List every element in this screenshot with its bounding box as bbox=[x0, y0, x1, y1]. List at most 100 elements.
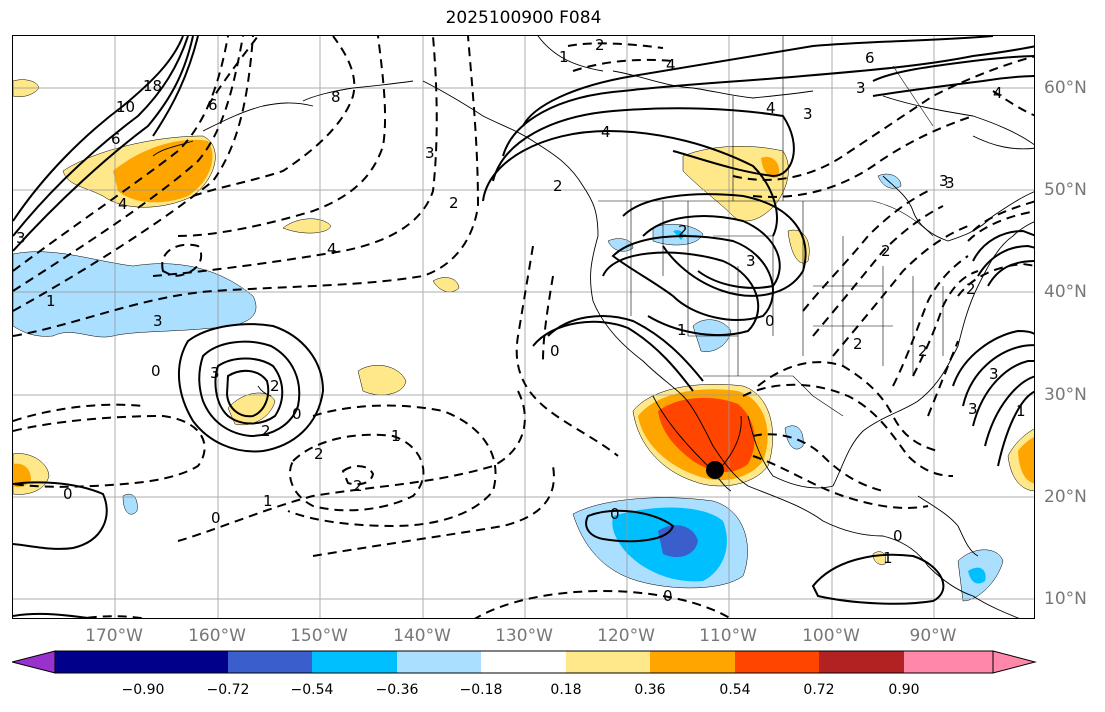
contour-label: 0 bbox=[550, 342, 560, 360]
contour-label: 3 bbox=[425, 144, 435, 162]
contour-label: 1 bbox=[46, 292, 56, 310]
contour-label: 3 bbox=[210, 364, 220, 382]
contour-label: 0 bbox=[663, 587, 673, 605]
lat-label: 10°N bbox=[1044, 589, 1087, 609]
map-canvas: 2 1 2 6 4 3 4 3 4 3 4 6 10 18 6 8 3 2 4 … bbox=[13, 36, 1034, 618]
anomaly-shading bbox=[13, 79, 1034, 602]
contour-label: 0 bbox=[151, 362, 161, 380]
contour-label: 2 bbox=[261, 422, 271, 440]
negative-contours bbox=[13, 36, 1034, 618]
contour-label: 0 bbox=[63, 485, 73, 503]
contour-label: 4 bbox=[993, 84, 1003, 102]
colorbar-segment bbox=[55, 651, 143, 673]
positive-anomaly-region bbox=[432, 277, 460, 293]
lon-label: 130°W bbox=[495, 626, 553, 646]
colorbar-tick: 0.54 bbox=[719, 682, 751, 698]
lat-label: 30°N bbox=[1044, 385, 1087, 405]
contour-label: 2 bbox=[966, 280, 976, 298]
positive-anomaly-region bbox=[357, 365, 407, 396]
positive-anomaly-region bbox=[113, 139, 213, 203]
lon-label: 160°W bbox=[188, 626, 246, 646]
contour-label: 4 bbox=[327, 240, 337, 258]
contour-label: 1 bbox=[263, 492, 273, 510]
colorbar-tick: −0.36 bbox=[375, 682, 419, 698]
contour-label: 3 bbox=[968, 400, 978, 418]
colorbar-segment bbox=[481, 651, 566, 673]
contour-label: 2 bbox=[678, 222, 688, 240]
contour-label: 1 bbox=[883, 549, 893, 567]
contour-label: 2 bbox=[595, 36, 605, 54]
contour-label: 0 bbox=[893, 527, 903, 545]
contour-label: 0 bbox=[610, 505, 620, 523]
positive-anomaly-region bbox=[761, 156, 780, 178]
contour-label: 4 bbox=[118, 195, 128, 213]
contour-label: 1 bbox=[391, 427, 401, 445]
lon-label: 150°W bbox=[290, 626, 348, 646]
colorbar-tick: 0.36 bbox=[634, 682, 666, 698]
lon-label: 90°W bbox=[909, 626, 957, 646]
colorbar-tick: 0.90 bbox=[888, 682, 920, 698]
positive-anomaly-region bbox=[1018, 437, 1034, 484]
contour-label: 6 bbox=[208, 96, 218, 114]
colorbar-segment bbox=[904, 651, 993, 673]
contour-label: 2 bbox=[853, 335, 863, 353]
negative-anomaly-region bbox=[877, 173, 902, 189]
colorbar-segment bbox=[735, 651, 819, 673]
contour-label: 0 bbox=[765, 312, 775, 330]
contour-label: 3 bbox=[803, 105, 813, 123]
political-borders bbox=[598, 36, 944, 417]
contour-label: 1 bbox=[677, 321, 687, 339]
map-panel: 2 1 2 6 4 3 4 3 4 3 4 6 10 18 6 8 3 2 4 … bbox=[12, 35, 1035, 619]
colorbar-segment bbox=[566, 651, 650, 673]
contour-label: 3 bbox=[945, 174, 955, 192]
contour-label: 4 bbox=[766, 99, 776, 117]
positive-anomaly-region bbox=[227, 392, 276, 426]
contour-label: 2 bbox=[353, 477, 363, 495]
lon-label: 170°W bbox=[85, 626, 143, 646]
colorbar-tick: −0.18 bbox=[459, 682, 503, 698]
contour-label: 18 bbox=[143, 77, 162, 95]
negative-anomaly-region bbox=[784, 425, 804, 450]
colorbar-tick: −0.90 bbox=[121, 682, 165, 698]
positive-anomaly-region bbox=[282, 218, 332, 234]
colorbar-segment bbox=[143, 651, 228, 673]
negative-anomaly-region bbox=[968, 567, 986, 584]
coastlines bbox=[152, 36, 1034, 618]
colorbar-extend-high bbox=[992, 650, 1037, 674]
colorbar-segment bbox=[228, 651, 312, 673]
positive-anomaly-region bbox=[658, 397, 755, 472]
contour-label: 2 bbox=[881, 242, 891, 260]
lat-label: 50°N bbox=[1044, 180, 1087, 200]
lat-label: 40°N bbox=[1044, 282, 1087, 302]
contour-label: 3 bbox=[989, 365, 999, 383]
colorbar-tick: 0.18 bbox=[550, 682, 582, 698]
colorbar-segment bbox=[650, 651, 735, 673]
colorbar-extend-low bbox=[12, 650, 56, 674]
plot-title: 2025100900 F084 bbox=[445, 8, 602, 28]
contour-label: 2 bbox=[449, 194, 459, 212]
contour-label: 10 bbox=[116, 98, 135, 116]
contour-label: 2 bbox=[314, 445, 324, 463]
contour-label: 8 bbox=[331, 88, 341, 106]
contour-label: 1 bbox=[1016, 402, 1026, 420]
colorbar-tick: −0.54 bbox=[290, 682, 334, 698]
colorbar-segment bbox=[819, 651, 904, 673]
contour-label: 0 bbox=[292, 405, 302, 423]
colorbar-tick: −0.72 bbox=[206, 682, 250, 698]
location-marker bbox=[706, 461, 724, 479]
lat-label: 60°N bbox=[1044, 78, 1087, 98]
contour-label: 3 bbox=[856, 79, 866, 97]
contour-label: 4 bbox=[601, 123, 611, 141]
colorbar bbox=[12, 650, 1037, 674]
contour-label: 3 bbox=[939, 172, 949, 190]
contour-label: 0 bbox=[211, 509, 221, 527]
contour-label: 2 bbox=[553, 177, 563, 195]
contour-label: 2 bbox=[270, 377, 280, 395]
contour-label: 3 bbox=[16, 229, 26, 247]
lat-label: 20°N bbox=[1044, 487, 1087, 507]
contour-label: 6 bbox=[111, 130, 121, 148]
negative-anomaly-region bbox=[122, 493, 138, 515]
graticule bbox=[13, 36, 1034, 618]
contour-label: 2 bbox=[918, 342, 928, 360]
colorbar-segment bbox=[312, 651, 397, 673]
